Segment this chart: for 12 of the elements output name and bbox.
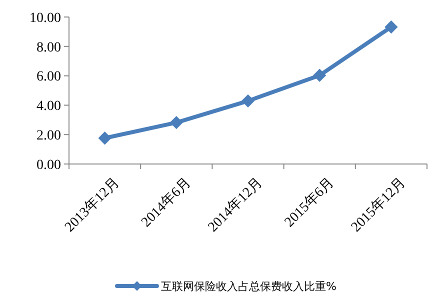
point: [313, 68, 326, 82]
y-tick-label: 2.00: [36, 128, 61, 144]
point: [384, 20, 398, 34]
y-tick-label: 6.00: [36, 70, 61, 85]
y-tick-label: 0.00: [36, 158, 61, 173]
point: [98, 132, 112, 145]
y-tick-label: 10.00: [30, 10, 61, 26]
legend-label: 互联网保险收入占总保费收入比重%: [161, 280, 336, 293]
point: [241, 94, 255, 108]
y-tick-label: 8.00: [36, 40, 61, 56]
point: [170, 116, 183, 130]
y-tick-label: 4.00: [36, 99, 61, 114]
